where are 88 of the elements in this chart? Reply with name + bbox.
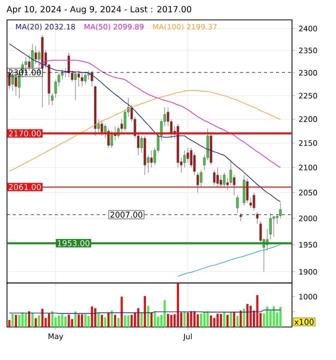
bar: [193, 311, 196, 327]
bar: [200, 314, 202, 327]
candlestick: [242, 174, 246, 206]
bar: [68, 314, 70, 327]
bar: [38, 315, 40, 327]
candlestick: [216, 167, 219, 188]
bar: [8, 320, 10, 327]
bar: [183, 312, 186, 327]
bar: [74, 312, 76, 327]
bar: [48, 313, 50, 327]
bar: [107, 312, 110, 327]
bar: [256, 295, 258, 327]
bar: [144, 296, 146, 327]
bar: [246, 304, 248, 327]
bar: [78, 314, 80, 327]
bar: [216, 314, 219, 327]
bar: [84, 314, 86, 327]
bar: [140, 312, 143, 327]
bar: [64, 316, 67, 327]
bar: [24, 313, 27, 327]
bar: [190, 311, 192, 327]
bar: [117, 318, 120, 327]
bar: [170, 314, 172, 327]
line-series: [178, 244, 281, 277]
bar: [130, 314, 133, 327]
candlestick: [100, 120, 104, 136]
bar: [104, 317, 106, 327]
bar: [243, 308, 246, 327]
bar: [210, 315, 212, 327]
bar: [220, 314, 222, 327]
bar: [150, 312, 153, 327]
bar: [236, 316, 239, 327]
candlestick: [60, 68, 64, 80]
bar: [127, 315, 130, 327]
bar: [223, 312, 226, 327]
bar: [213, 318, 216, 327]
bar: [269, 310, 272, 327]
bar: [196, 314, 199, 327]
candlestick: [256, 212, 259, 224]
candlestick: [213, 170, 216, 186]
bar: [114, 314, 116, 327]
candlestick: [84, 72, 87, 84]
bar: [176, 283, 179, 327]
bar: [147, 306, 150, 327]
bar: [88, 316, 90, 327]
bar: [94, 308, 96, 327]
bar: [34, 318, 37, 327]
candlestick: [236, 194, 239, 214]
candlestick: [110, 130, 114, 148]
candlestick: [150, 150, 153, 168]
candlestick: [272, 215, 276, 238]
candlestick: [80, 72, 84, 87]
candlestick: [252, 192, 256, 211]
candlestick: [31, 44, 34, 71]
bar: [120, 296, 123, 327]
bar: [233, 312, 236, 327]
bar: [100, 314, 103, 327]
candlestick: [34, 46, 38, 64]
bar: [14, 314, 17, 327]
bar: [51, 311, 54, 327]
bar: [186, 312, 189, 327]
bar: [110, 310, 113, 327]
bar: [203, 312, 206, 327]
bar: [12, 314, 14, 327]
bar: [28, 311, 30, 327]
bar: [266, 306, 268, 327]
bar: [226, 314, 229, 327]
bar: [166, 314, 170, 327]
bar: [250, 306, 252, 327]
bar: [279, 306, 282, 327]
bar: [230, 312, 232, 327]
bar: [154, 311, 156, 327]
candlestick: [74, 72, 77, 101]
bar: [61, 314, 64, 327]
bar: [90, 306, 94, 327]
bar: [124, 315, 126, 327]
candlestick: [222, 172, 226, 188]
bar: [137, 308, 140, 327]
candlestick: [77, 70, 80, 87]
bar: [240, 310, 242, 327]
bar: [98, 312, 100, 327]
chart-title: Apr 10, 2024 - Aug 9, 2024 - Last : 2017.00: [6, 6, 192, 14]
bar: [58, 315, 60, 327]
bar: [18, 314, 20, 327]
candlestick: [8, 68, 11, 90]
bar: [164, 300, 166, 327]
bar: [80, 314, 84, 327]
bar: [206, 311, 209, 327]
